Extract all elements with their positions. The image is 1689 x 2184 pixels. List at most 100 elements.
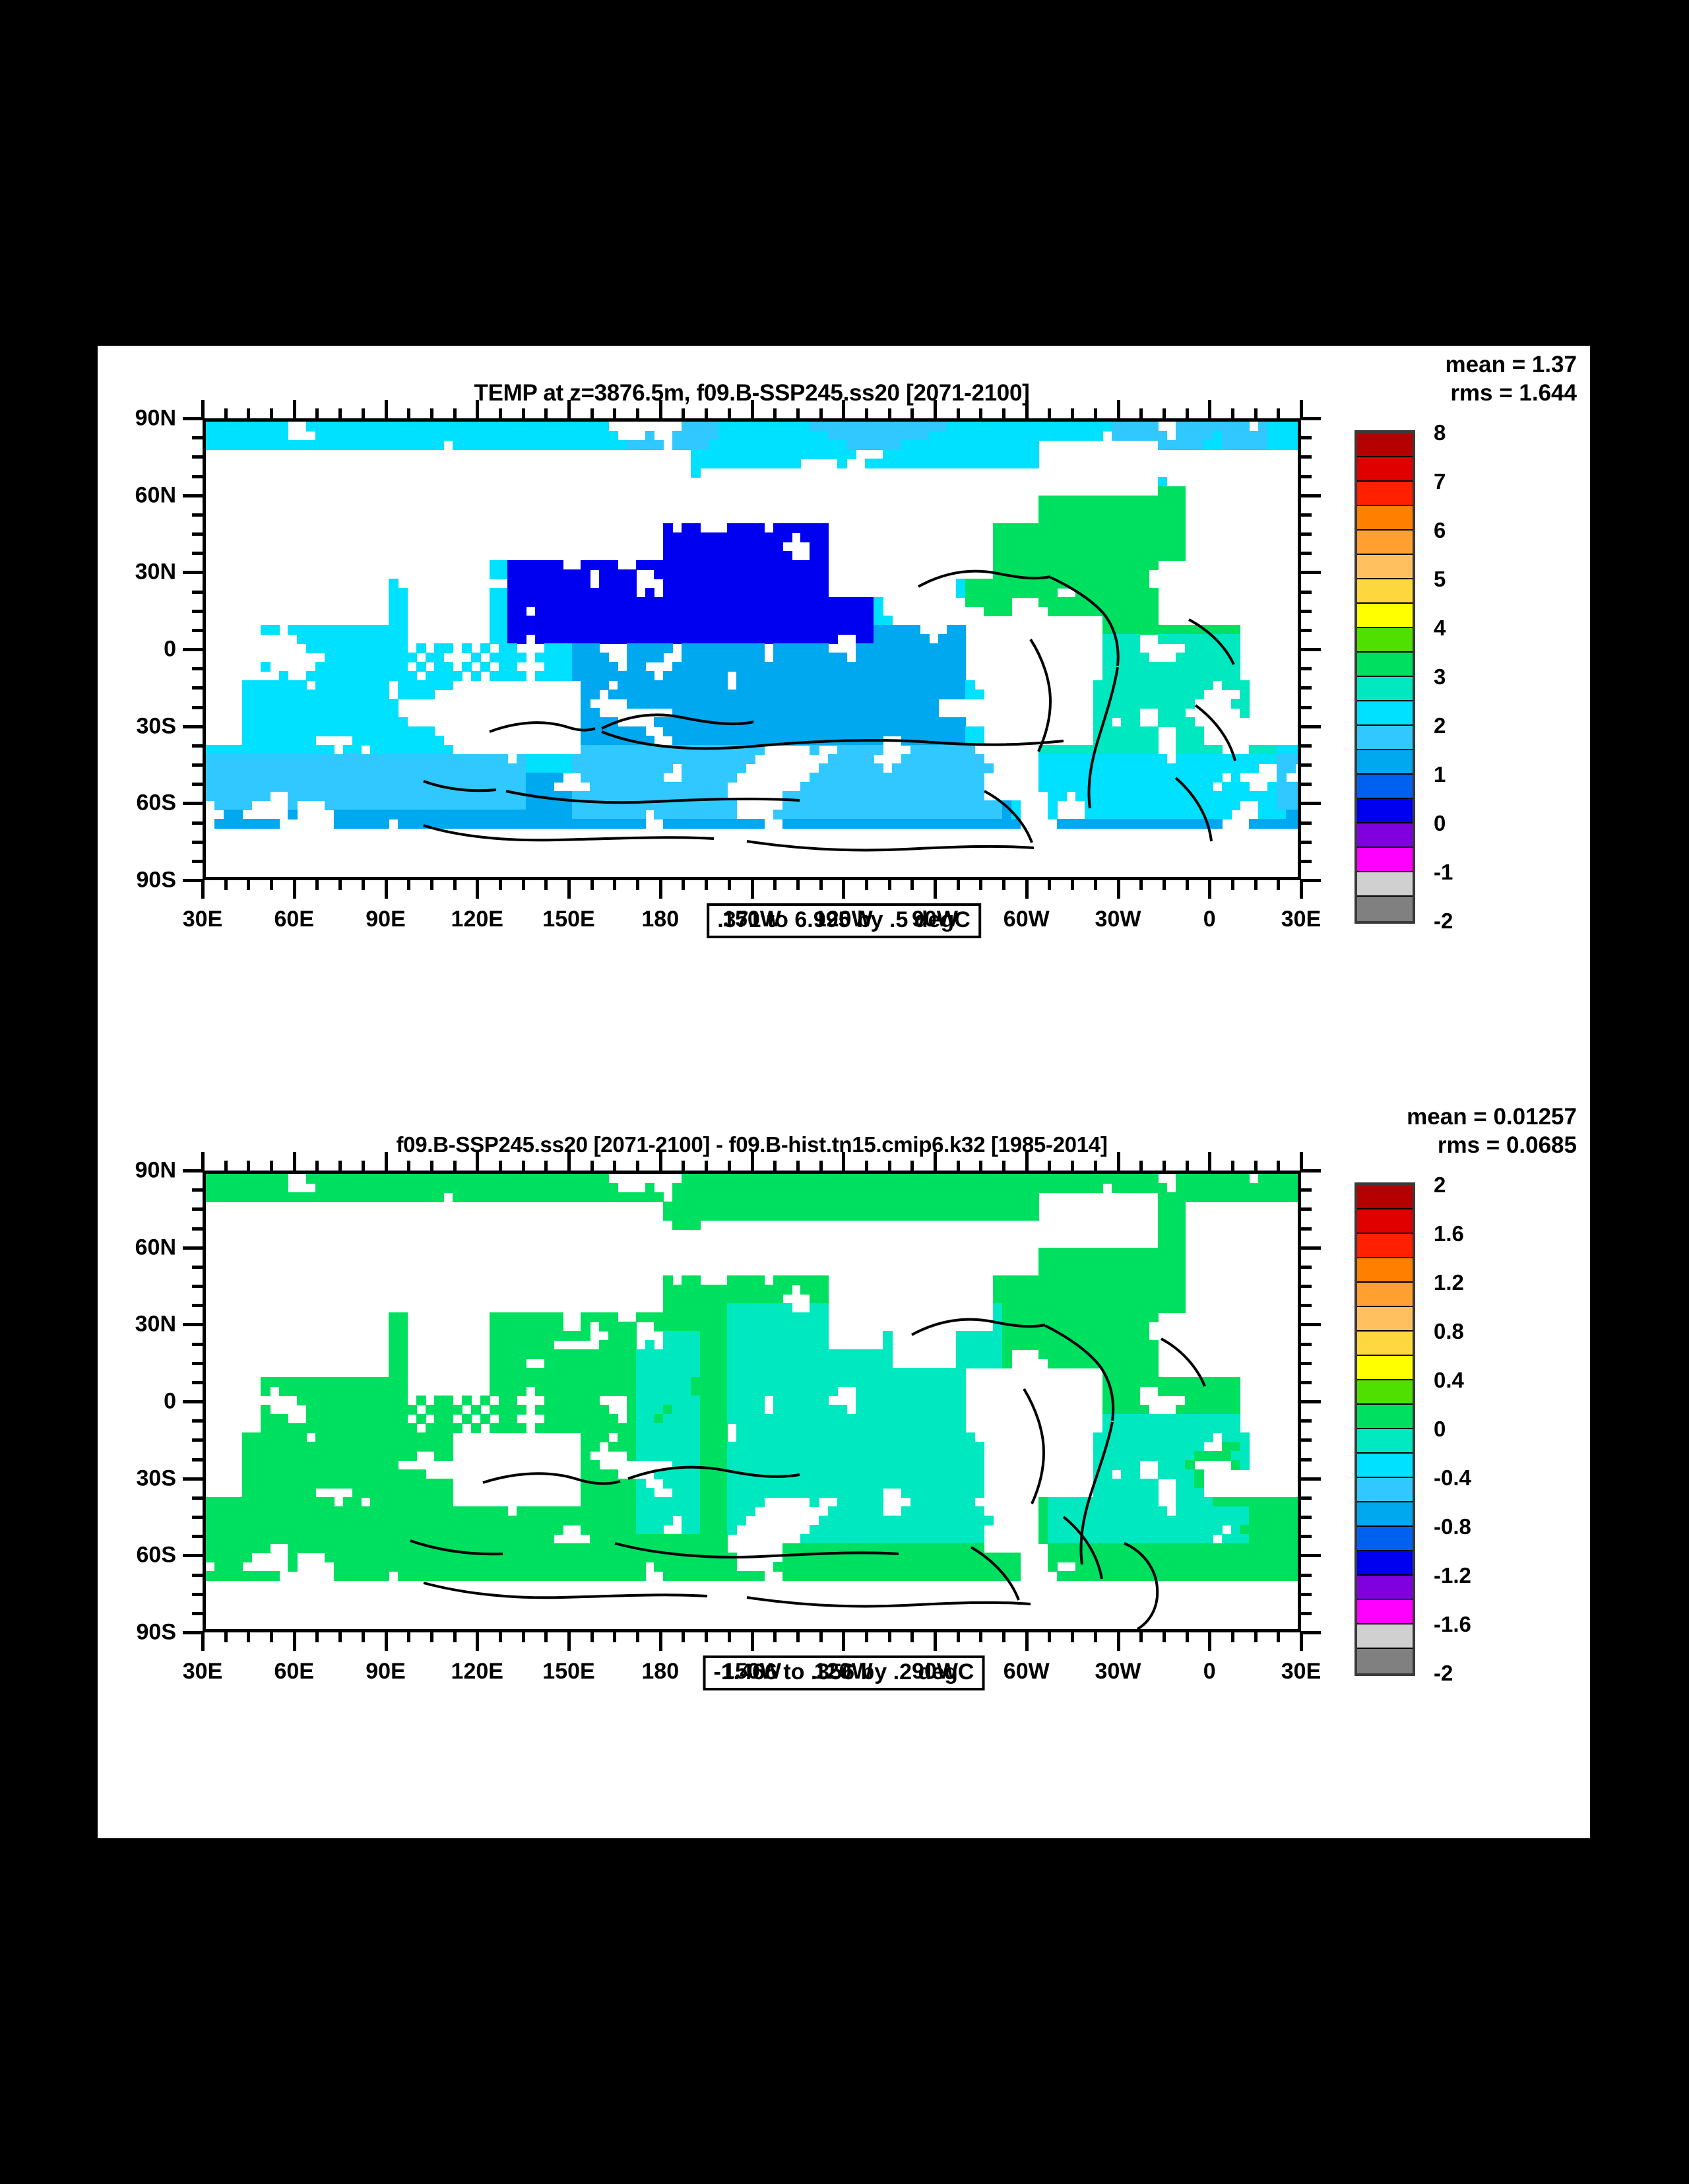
map-cell bbox=[828, 754, 875, 764]
map-cell bbox=[699, 1515, 728, 1526]
y-minor-tick bbox=[1301, 1611, 1312, 1615]
map-cell bbox=[1258, 1174, 1298, 1184]
map-cell bbox=[260, 1423, 417, 1433]
map-cell bbox=[480, 1395, 490, 1405]
map-cell bbox=[242, 1460, 398, 1470]
y-major-tick bbox=[183, 571, 203, 575]
map-cell bbox=[635, 1395, 701, 1405]
x-minor-tick bbox=[979, 1161, 983, 1171]
map-cell bbox=[736, 1432, 975, 1442]
y-major-tick bbox=[1301, 494, 1321, 498]
map-cell bbox=[1157, 1229, 1186, 1239]
map-cell bbox=[992, 1293, 1186, 1304]
map-cell bbox=[278, 670, 289, 681]
colorbar-tick-label: 0.4 bbox=[1434, 1368, 1464, 1392]
colorbar-tick-label: 8 bbox=[1434, 420, 1446, 445]
panel-top-map bbox=[206, 422, 1298, 877]
x-axis-tick-label: 90E bbox=[366, 907, 406, 932]
map-cell bbox=[736, 680, 967, 690]
colorbar-band bbox=[1357, 604, 1413, 628]
map-cell bbox=[581, 698, 591, 709]
map-cell bbox=[507, 606, 527, 616]
map-cell bbox=[727, 1404, 765, 1415]
map-cell bbox=[965, 735, 984, 746]
x-minor-tick bbox=[979, 408, 983, 418]
map-cell bbox=[1240, 1460, 1250, 1470]
map-cell bbox=[544, 1358, 637, 1368]
x-minor-tick bbox=[407, 408, 411, 418]
x-axis-tick-label: 60W bbox=[1003, 907, 1050, 932]
x-minor-tick bbox=[1048, 408, 1052, 418]
map-cell bbox=[699, 1450, 728, 1461]
map-cell bbox=[1048, 1561, 1058, 1572]
y-minor-tick bbox=[1301, 1207, 1312, 1211]
map-cell bbox=[855, 1386, 967, 1396]
map-cell bbox=[1102, 633, 1140, 644]
map-cell bbox=[599, 578, 637, 589]
x-minor-tick bbox=[910, 1161, 914, 1171]
map-cell bbox=[1002, 1302, 1186, 1313]
map-cell bbox=[727, 1450, 984, 1461]
x-minor-tick bbox=[727, 1632, 731, 1642]
x-major-tick bbox=[292, 1152, 296, 1171]
x-minor-tick bbox=[590, 1161, 594, 1171]
x-minor-tick bbox=[773, 1632, 777, 1642]
map-cell bbox=[489, 1386, 527, 1396]
map-cell bbox=[690, 467, 701, 478]
map-cell bbox=[1157, 476, 1168, 487]
x-axis-tick-label: 150E bbox=[542, 907, 595, 932]
x-minor-tick bbox=[1277, 880, 1281, 890]
map-cell bbox=[699, 1469, 728, 1479]
map-cell bbox=[1249, 1515, 1298, 1526]
x-minor-tick bbox=[1277, 408, 1281, 418]
x-minor-tick bbox=[979, 1632, 983, 1642]
map-cell bbox=[1002, 1312, 1159, 1322]
map-cell bbox=[535, 1423, 637, 1433]
x-major-tick bbox=[384, 1152, 388, 1171]
y-minor-tick bbox=[1301, 628, 1312, 632]
x-minor-tick bbox=[315, 1632, 319, 1642]
y-major-tick bbox=[1301, 1554, 1321, 1558]
map-cell bbox=[672, 661, 967, 672]
map-cell bbox=[1258, 422, 1268, 432]
map-cell bbox=[581, 680, 609, 690]
map-cell bbox=[489, 1312, 563, 1322]
x-minor-tick bbox=[338, 1161, 342, 1171]
x-minor-tick bbox=[910, 1632, 914, 1642]
map-cell bbox=[389, 1330, 408, 1341]
map-cell bbox=[599, 1339, 637, 1350]
map-cell bbox=[645, 1182, 655, 1193]
y-major-tick bbox=[1301, 1323, 1321, 1327]
x-minor-tick bbox=[1093, 1632, 1097, 1642]
x-axis-tick-label: 60W bbox=[1003, 1659, 1050, 1684]
x-major-tick bbox=[1300, 1152, 1303, 1171]
y-minor-tick bbox=[192, 1380, 203, 1384]
map-cell bbox=[1112, 422, 1159, 432]
map-cell bbox=[901, 754, 984, 764]
map-cell bbox=[1038, 1533, 1048, 1544]
colorbar-band bbox=[1357, 506, 1413, 530]
map-cell bbox=[1157, 1386, 1241, 1396]
map-cell bbox=[1048, 1496, 1159, 1507]
map-cell bbox=[1240, 689, 1250, 699]
map-cell bbox=[1038, 504, 1186, 515]
x-major-tick bbox=[1116, 880, 1120, 899]
x-minor-tick bbox=[498, 1161, 502, 1171]
colorbar-band bbox=[1357, 1576, 1413, 1600]
map-cell bbox=[306, 670, 417, 681]
map-cell bbox=[1093, 735, 1159, 746]
map-cell bbox=[526, 772, 563, 783]
y-minor-tick bbox=[1301, 1535, 1312, 1539]
x-minor-tick bbox=[727, 880, 731, 890]
map-cell bbox=[370, 744, 454, 755]
map-cell bbox=[462, 1395, 472, 1405]
map-cell bbox=[1048, 1524, 1223, 1535]
panel-bottom: f09.B-SSP245.ss20 [2071-2100] - f09.B-hi… bbox=[98, 1098, 1590, 1830]
map-cell bbox=[434, 1450, 454, 1461]
x-minor-tick bbox=[727, 1161, 731, 1171]
colorbar-band bbox=[1357, 579, 1413, 604]
x-minor-tick bbox=[910, 408, 914, 418]
colorbar-tick-label: 1.6 bbox=[1434, 1221, 1464, 1246]
x-major-tick bbox=[567, 400, 571, 418]
map-cell bbox=[992, 523, 1186, 533]
